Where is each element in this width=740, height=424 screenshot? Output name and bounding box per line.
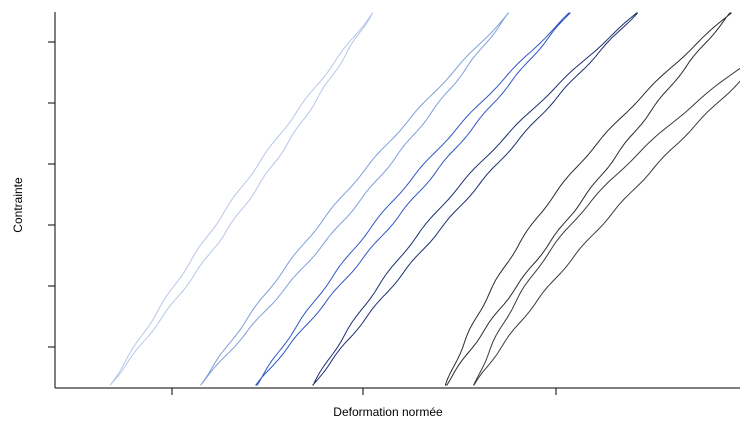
x-ticks xyxy=(171,388,557,395)
series-layer xyxy=(109,12,740,386)
series-loop-4 xyxy=(312,12,638,386)
series-loop-5 xyxy=(444,12,732,386)
y-ticks xyxy=(48,41,55,348)
series-loop-2 xyxy=(200,12,509,386)
axes xyxy=(54,12,740,389)
series-loop-1 xyxy=(109,12,374,386)
series-loop-6 xyxy=(473,67,740,386)
series-loop-3 xyxy=(255,12,571,386)
x-axis-label: Deformation normée xyxy=(333,405,443,419)
y-axis-label: Contrainte xyxy=(11,177,25,233)
